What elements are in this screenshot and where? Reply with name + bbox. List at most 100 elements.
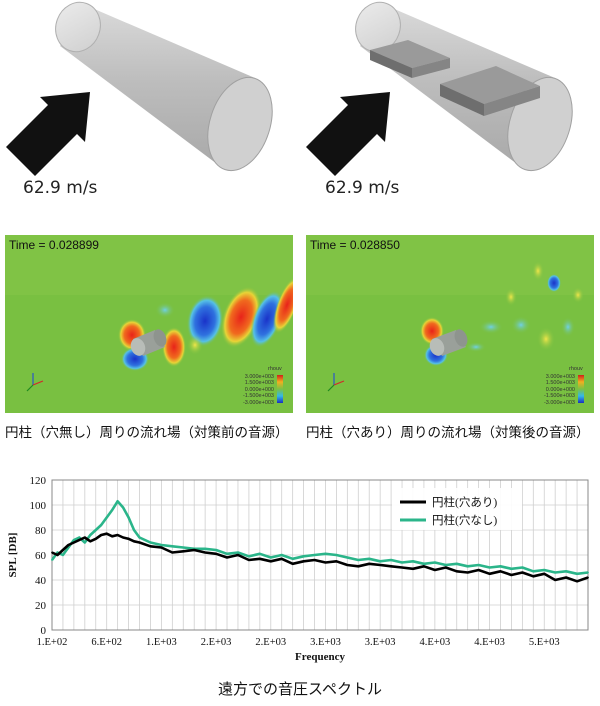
cylinder-back-cap xyxy=(207,76,273,172)
axis-triad-icon xyxy=(26,373,44,392)
data-point-without-holes xyxy=(554,571,557,574)
data-point-with-holes xyxy=(488,572,491,575)
colorbar-ticks-left: 3.000e+003 1.500e+003 0.000e+000 -1.500e… xyxy=(242,374,274,406)
legend-label: 円柱(穴なし) xyxy=(432,513,497,527)
colorbar xyxy=(578,375,584,403)
data-point-without-holes xyxy=(72,539,75,541)
data-point-without-holes xyxy=(171,545,174,548)
spl-spectrum-chart: 0 20 40 60 80 100 120 1.E+02 6.E+02 1.E+03 2.E+03 2… xyxy=(7,475,589,663)
data-point-with-holes xyxy=(72,541,75,544)
flow-field-right xyxy=(306,235,594,413)
x-axis-label: Frequency xyxy=(295,651,345,663)
series-line-without-holes xyxy=(50,499,589,576)
data-point-without-holes xyxy=(466,565,469,568)
cylinder-body xyxy=(60,8,255,170)
data-point-without-holes xyxy=(532,570,535,573)
cylinder-obstacle xyxy=(429,329,468,356)
data-point-without-holes xyxy=(78,536,81,539)
flow-arrow xyxy=(6,92,90,176)
data-point-with-holes xyxy=(100,534,103,536)
x-tick-label: 5.E+03 xyxy=(529,637,560,648)
chart-caption: 遠方での音圧スペクトル xyxy=(218,680,382,698)
data-point-without-holes xyxy=(160,544,163,546)
colorbar-title-right: rhouv xyxy=(569,366,583,372)
data-point-without-holes xyxy=(433,561,436,564)
data-point-without-holes xyxy=(258,552,261,555)
colorbar-title-left: rhouv xyxy=(268,366,282,372)
x-tick-label: 4.E+03 xyxy=(474,637,505,648)
data-point-with-holes xyxy=(313,559,316,561)
data-point-with-holes xyxy=(499,570,502,573)
data-point-without-holes xyxy=(576,572,578,575)
data-point-with-holes xyxy=(56,554,59,556)
data-point-with-holes xyxy=(51,551,53,554)
data-point-without-holes xyxy=(83,541,86,544)
data-point-with-holes xyxy=(576,580,578,583)
data-point-with-holes xyxy=(94,537,97,540)
data-point-without-holes xyxy=(100,524,103,526)
data-point-with-holes xyxy=(554,579,557,581)
data-point-without-holes xyxy=(455,562,458,565)
plot-frame xyxy=(51,479,589,631)
data-point-with-holes xyxy=(138,541,141,544)
data-point-without-holes xyxy=(149,541,152,544)
hole-block-1 xyxy=(370,40,450,78)
data-point-without-holes xyxy=(324,552,327,555)
y-tick-label: 120 xyxy=(30,475,47,487)
data-point-without-holes xyxy=(291,557,294,560)
data-point-with-holes xyxy=(204,551,207,554)
data-point-without-holes xyxy=(543,569,546,571)
data-point-with-holes xyxy=(171,551,174,554)
data-point-with-holes xyxy=(433,569,436,571)
data-point-with-holes xyxy=(357,565,360,568)
data-point-without-holes xyxy=(379,560,382,563)
data-point-without-holes xyxy=(412,560,414,563)
data-point-without-holes xyxy=(122,506,125,509)
data-point-with-holes xyxy=(390,565,393,568)
x-tick-label: 1.E+02 xyxy=(37,637,68,648)
data-point-with-holes xyxy=(127,537,130,540)
caption-left: 円柱（穴無し）周りの流れ場（対策前の音源） xyxy=(5,425,289,441)
caption-right: 円柱（穴あり）周りの流れ場（対策後の音源） xyxy=(306,425,590,441)
data-point-without-holes xyxy=(105,516,108,519)
data-point-with-holes xyxy=(543,572,546,575)
data-point-with-holes xyxy=(444,566,447,569)
data-point-with-holes xyxy=(401,566,403,569)
data-point-without-holes xyxy=(335,554,338,556)
data-point-with-holes xyxy=(510,574,513,576)
data-point-with-holes xyxy=(379,564,382,566)
data-point-with-holes xyxy=(258,557,261,560)
data-point-with-holes xyxy=(587,576,589,579)
legend-label: 円柱(穴あり) xyxy=(432,495,497,509)
data-point-without-holes xyxy=(565,570,568,573)
data-point-without-holes xyxy=(204,547,207,550)
data-point-without-holes xyxy=(477,564,480,566)
data-point-with-holes xyxy=(280,557,283,560)
data-point-without-holes xyxy=(237,551,239,554)
data-point-without-holes xyxy=(510,567,513,570)
data-point-without-holes xyxy=(269,556,272,559)
data-point-with-holes xyxy=(302,560,305,563)
data-point-without-holes xyxy=(423,562,425,565)
data-point-without-holes xyxy=(62,554,64,556)
y-tick-label: 0 xyxy=(41,625,47,637)
x-tick-label: 2.E+03 xyxy=(255,637,286,648)
data-point-without-holes xyxy=(247,555,250,558)
data-point-without-holes xyxy=(302,555,305,558)
cylinder-obstacle xyxy=(130,329,167,356)
data-point-without-holes xyxy=(51,559,53,561)
x-tick-label: 3.E+03 xyxy=(365,637,396,648)
x-tick-label: 3.E+03 xyxy=(310,637,341,648)
data-point-with-holes xyxy=(521,571,524,574)
x-tick-label: 1.E+03 xyxy=(146,637,177,648)
data-point-without-holes xyxy=(94,529,97,531)
data-point-with-holes xyxy=(78,539,81,541)
data-point-with-holes xyxy=(237,554,239,556)
data-point-with-holes xyxy=(215,552,217,555)
data-point-with-holes xyxy=(182,550,185,553)
y-tick-label: 40 xyxy=(35,575,47,587)
data-point-with-holes xyxy=(67,544,70,546)
x-tick-label: 4.E+03 xyxy=(419,637,450,648)
data-point-with-holes xyxy=(226,556,228,559)
data-point-with-holes xyxy=(149,545,152,548)
